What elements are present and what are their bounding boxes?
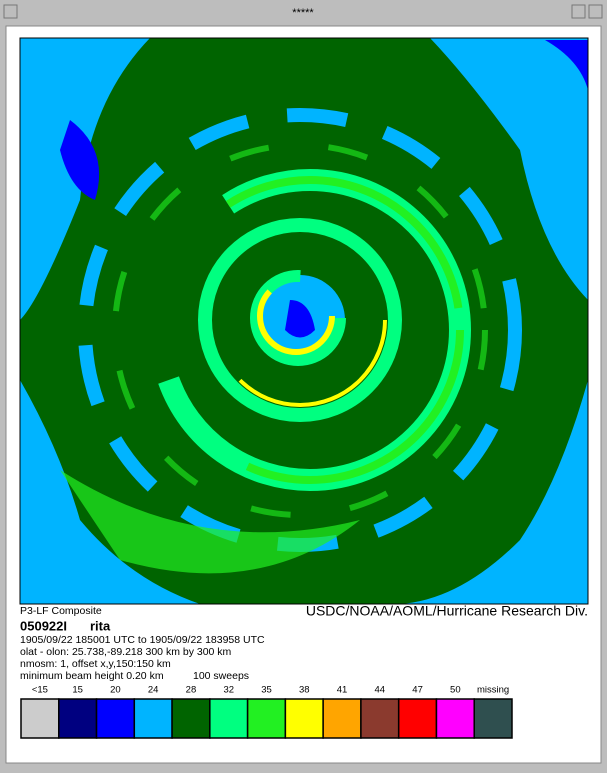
legend-swatch <box>435 698 475 739</box>
legend-swatch <box>95 698 136 739</box>
legend-swatch <box>58 698 98 739</box>
legend-swatch <box>284 698 324 739</box>
legend-label: missing <box>477 685 509 696</box>
color-legend: <15 15 20 24 28 32 35 38 41 44 47 50 missing <box>20 685 513 739</box>
legend-label: 35 <box>261 685 272 696</box>
minimize-button[interactable] <box>571 4 586 19</box>
legend-swatch <box>20 698 60 739</box>
legend-swatch <box>397 698 438 739</box>
origin: olat - olon: 25.738,-89.218 300 km by 30… <box>20 646 232 658</box>
legend-swatch <box>209 698 249 739</box>
radar-frame <box>19 37 589 605</box>
legend-label: 38 <box>299 685 310 696</box>
legend-label: 20 <box>110 685 121 696</box>
legend-label: 24 <box>148 685 159 696</box>
legend-label: 41 <box>337 685 348 696</box>
legend-label: <15 <box>32 685 48 696</box>
legend-label: 28 <box>186 685 197 696</box>
caption-left: P3-LF Composite <box>20 605 102 617</box>
legend-label: 44 <box>375 685 386 696</box>
legend-label: 50 <box>450 685 461 696</box>
maximize-button[interactable] <box>588 4 603 19</box>
legend-swatch <box>360 698 400 739</box>
legend-swatch <box>171 698 211 739</box>
sweeps: 100 sweeps <box>193 670 249 682</box>
legend-swatch <box>133 698 173 739</box>
beam-height: minimum beam height 0.20 km <box>20 670 164 682</box>
title-bar <box>0 0 607 26</box>
window-menu-button[interactable] <box>3 4 18 19</box>
radar-image <box>20 38 588 604</box>
caption-right: USDC/NOAA/AOML/Hurricane Research Div. <box>306 603 588 619</box>
legend-swatch <box>246 698 287 739</box>
legend-swatch <box>473 698 513 739</box>
legend-label: 32 <box>223 685 234 696</box>
flight-id: 050922I <box>20 618 67 633</box>
storm-name: rita <box>90 618 111 633</box>
legend-label: 47 <box>412 685 423 696</box>
time-range: 1905/09/22 185001 UTC to 1905/09/22 1839… <box>20 634 265 646</box>
window-title: ***** <box>292 7 314 19</box>
legend-swatch <box>322 698 362 739</box>
offset: nmosm: 1, offset x,y,150:150 km <box>20 658 171 670</box>
legend-label: 15 <box>72 685 83 696</box>
